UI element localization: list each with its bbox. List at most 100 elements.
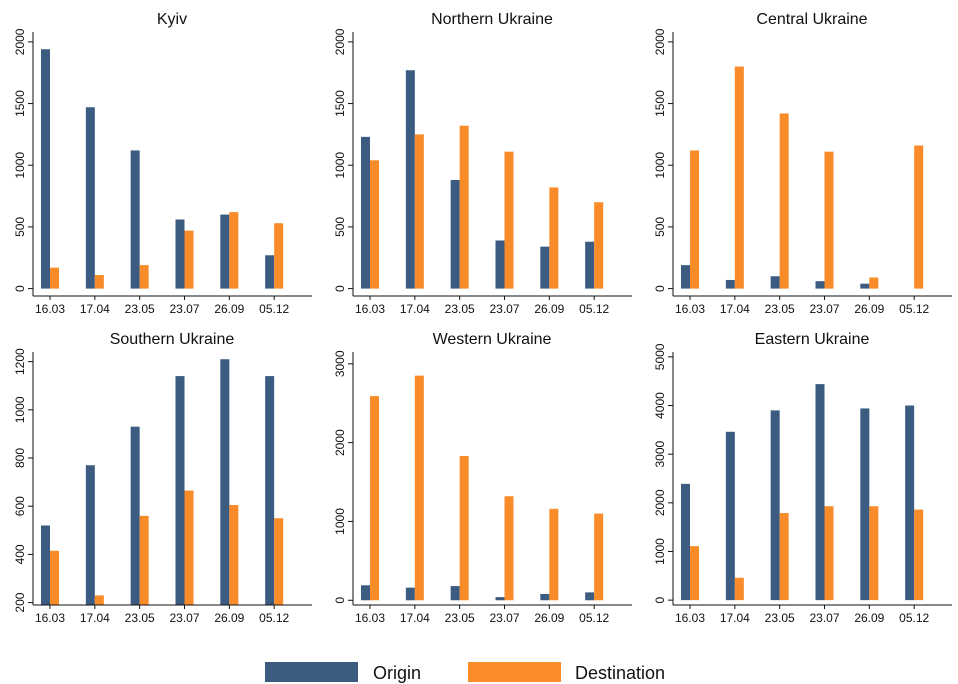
subplot-title: Southern Ukraine (110, 331, 235, 348)
y-tick-label: 800 (13, 448, 27, 468)
bar (50, 550, 59, 605)
subplot-title: Central Ukraine (756, 11, 867, 28)
bar (94, 275, 104, 289)
y-tick-label: 2000 (333, 429, 347, 456)
y-tick-label: 200 (13, 592, 27, 612)
x-tick-label: 23.07 (489, 302, 519, 316)
bar (779, 513, 789, 601)
y-tick-label: 1500 (653, 90, 667, 117)
bar (549, 187, 559, 289)
x-tick-label: 23.05 (445, 611, 475, 625)
x-tick-label: 16.03 (355, 302, 385, 316)
bar (130, 150, 140, 289)
bar (184, 490, 194, 605)
bar (585, 241, 595, 289)
x-tick-label: 17.04 (720, 302, 750, 316)
x-tick-label: 05.12 (899, 302, 929, 316)
y-tick-label: 1000 (13, 152, 27, 179)
legend-swatch (265, 662, 358, 682)
y-tick-label: 0 (333, 597, 347, 604)
bar (265, 376, 275, 605)
subplot-title: Kyiv (157, 11, 187, 28)
x-tick-label: 16.03 (675, 302, 705, 316)
bar (495, 240, 505, 289)
y-tick-label: 600 (13, 496, 27, 516)
bar (725, 431, 735, 601)
y-tick-label: 1000 (653, 152, 667, 179)
bar (414, 134, 424, 289)
bar (85, 465, 95, 605)
y-tick-label: 0 (13, 285, 27, 292)
subplot-title: Western Ukraine (433, 331, 552, 348)
y-tick-label: 2000 (333, 28, 347, 55)
bar (229, 212, 239, 289)
bar (681, 265, 690, 289)
bar (41, 49, 50, 289)
y-tick-label: 1000 (653, 538, 667, 565)
x-tick-label: 23.07 (809, 302, 839, 316)
bar (139, 265, 149, 289)
bar (504, 151, 514, 289)
x-tick-label: 26.09 (854, 302, 884, 316)
bar (770, 410, 780, 601)
legend-label: Origin (373, 663, 421, 683)
bar (274, 223, 284, 289)
bar (815, 281, 825, 289)
y-tick-label: 1000 (333, 152, 347, 179)
x-tick-label: 17.04 (720, 611, 750, 625)
bar (459, 456, 469, 601)
bar (824, 506, 834, 601)
bar (779, 113, 789, 289)
y-tick-label: 1500 (13, 90, 27, 117)
bar (734, 66, 744, 289)
x-tick-label: 17.04 (400, 611, 430, 625)
x-tick-label: 26.09 (854, 611, 884, 625)
x-tick-label: 23.05 (765, 611, 795, 625)
bar (130, 426, 140, 605)
y-tick-label: 500 (13, 217, 27, 237)
x-tick-label: 05.12 (579, 611, 609, 625)
bar (725, 279, 735, 289)
bar (585, 592, 595, 601)
bar (459, 125, 469, 289)
bar (549, 508, 559, 601)
legend-swatch (468, 662, 561, 682)
y-tick-label: 1000 (333, 508, 347, 535)
bar (220, 214, 230, 289)
bar (690, 546, 699, 601)
bar (540, 246, 550, 289)
bar (540, 593, 550, 601)
bar (41, 525, 50, 605)
y-tick-label: 0 (653, 596, 667, 603)
x-tick-label: 16.03 (675, 611, 705, 625)
bar (905, 405, 915, 601)
bar (690, 150, 699, 289)
subplot-title: Eastern Ukraine (755, 331, 870, 348)
x-tick-label: 17.04 (80, 302, 110, 316)
x-tick-label: 26.09 (214, 302, 244, 316)
x-tick-label: 16.03 (35, 302, 65, 316)
bar (681, 483, 690, 601)
x-tick-label: 23.05 (125, 611, 155, 625)
y-tick-label: 2000 (653, 28, 667, 55)
bar (139, 515, 149, 605)
bar (824, 151, 834, 289)
y-tick-label: 1200 (13, 348, 27, 375)
bar (175, 376, 185, 605)
x-tick-label: 05.12 (259, 611, 289, 625)
y-tick-label: 5000 (653, 343, 667, 370)
bar (265, 255, 275, 289)
bar (734, 577, 744, 601)
y-tick-label: 3000 (653, 441, 667, 468)
x-tick-label: 23.07 (489, 611, 519, 625)
bar (860, 408, 870, 601)
x-tick-label: 23.07 (809, 611, 839, 625)
x-tick-label: 16.03 (355, 611, 385, 625)
y-tick-label: 500 (653, 217, 667, 237)
x-tick-label: 23.05 (445, 302, 475, 316)
legend-label: Destination (575, 663, 665, 683)
bar (220, 359, 230, 605)
bar (175, 219, 185, 289)
y-tick-label: 0 (333, 285, 347, 292)
bar (594, 202, 604, 289)
